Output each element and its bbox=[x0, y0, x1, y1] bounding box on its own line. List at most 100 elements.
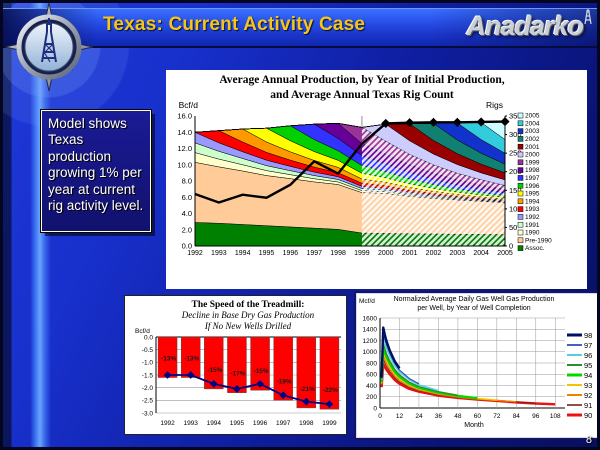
svg-text:Decline in Base Dry Gas Produc: Decline in Base Dry Gas Production bbox=[181, 310, 315, 320]
svg-text:93: 93 bbox=[584, 381, 592, 390]
svg-text:-15%: -15% bbox=[254, 368, 269, 375]
svg-text:48: 48 bbox=[454, 413, 462, 420]
svg-text:1997: 1997 bbox=[525, 175, 540, 182]
svg-text:Pre-1990: Pre-1990 bbox=[525, 237, 552, 244]
svg-text:1990: 1990 bbox=[525, 230, 540, 237]
svg-text:0: 0 bbox=[378, 413, 382, 420]
svg-text:0.0: 0.0 bbox=[182, 242, 192, 251]
svg-text:96: 96 bbox=[532, 413, 540, 420]
anadarko-derrick-icon bbox=[584, 9, 592, 25]
svg-text:-2.0: -2.0 bbox=[142, 385, 154, 392]
svg-text:1994: 1994 bbox=[207, 420, 222, 427]
slide-title: Texas: Current Activity Case bbox=[103, 14, 366, 35]
svg-text:If No New Wells Drilled: If No New Wells Drilled bbox=[204, 321, 292, 331]
svg-text:-17%: -17% bbox=[230, 371, 245, 378]
svg-text:12.0: 12.0 bbox=[177, 144, 192, 153]
production-vintage-chart: Average Annual Production, by Year of In… bbox=[177, 74, 552, 257]
svg-text:The Speed of the Treadmill:: The Speed of the Treadmill: bbox=[192, 300, 305, 310]
svg-text:-19%: -19% bbox=[277, 378, 292, 385]
svg-text:1996: 1996 bbox=[283, 250, 299, 257]
svg-text:1992: 1992 bbox=[525, 214, 540, 221]
svg-text:200: 200 bbox=[509, 167, 522, 176]
svg-text:150: 150 bbox=[509, 186, 522, 195]
svg-text:-2.5: -2.5 bbox=[142, 398, 154, 405]
svg-text:60: 60 bbox=[474, 413, 482, 420]
svg-text:1994: 1994 bbox=[525, 198, 540, 205]
svg-text:91: 91 bbox=[584, 401, 592, 410]
svg-text:1999: 1999 bbox=[322, 420, 337, 427]
svg-text:1995: 1995 bbox=[525, 191, 540, 198]
svg-text:98: 98 bbox=[584, 331, 592, 340]
treadmill-chart: The Speed of the Treadmill:Decline in Ba… bbox=[135, 300, 341, 427]
svg-text:0.0: 0.0 bbox=[144, 334, 153, 341]
svg-text:6.0: 6.0 bbox=[182, 193, 192, 202]
svg-text:2002: 2002 bbox=[525, 136, 540, 143]
svg-text:1999: 1999 bbox=[525, 159, 540, 166]
svg-text:Month: Month bbox=[464, 422, 484, 429]
svg-text:36: 36 bbox=[435, 413, 443, 420]
svg-text:1995: 1995 bbox=[259, 250, 275, 257]
svg-text:2005: 2005 bbox=[525, 113, 540, 120]
svg-text:1995: 1995 bbox=[230, 420, 245, 427]
svg-text:-21%: -21% bbox=[300, 386, 315, 393]
main-chart-panel: Average Annual Production, by Year of In… bbox=[166, 70, 587, 289]
svg-text:96: 96 bbox=[584, 351, 592, 360]
svg-text:Bcf/d: Bcf/d bbox=[179, 100, 199, 110]
svg-text:800: 800 bbox=[366, 360, 377, 367]
svg-text:1997: 1997 bbox=[306, 250, 322, 257]
svg-text:2003: 2003 bbox=[450, 250, 466, 257]
svg-text:-1.5: -1.5 bbox=[142, 372, 154, 379]
svg-text:50: 50 bbox=[509, 223, 517, 232]
svg-text:Mcf/d: Mcf/d bbox=[359, 298, 375, 305]
svg-text:2004: 2004 bbox=[473, 250, 489, 257]
svg-text:Bcf/d: Bcf/d bbox=[135, 328, 150, 335]
svg-text:2005: 2005 bbox=[497, 250, 513, 257]
svg-text:94: 94 bbox=[584, 371, 592, 380]
svg-text:-13%: -13% bbox=[184, 356, 199, 363]
svg-text:1000: 1000 bbox=[363, 349, 378, 356]
svg-text:92: 92 bbox=[584, 391, 592, 400]
svg-text:1996: 1996 bbox=[525, 183, 540, 190]
svg-text:1994: 1994 bbox=[235, 250, 251, 257]
svg-text:95: 95 bbox=[584, 361, 592, 370]
svg-text:2.0: 2.0 bbox=[182, 225, 192, 234]
svg-text:1996: 1996 bbox=[253, 420, 268, 427]
svg-text:1999: 1999 bbox=[354, 250, 370, 257]
header-bar bbox=[3, 8, 597, 48]
svg-text:-3.0: -3.0 bbox=[142, 410, 154, 417]
svg-text:-22%: -22% bbox=[323, 387, 338, 394]
svg-text:250: 250 bbox=[509, 149, 522, 158]
svg-text:10.0: 10.0 bbox=[177, 160, 192, 169]
svg-text:108: 108 bbox=[550, 413, 561, 420]
svg-text:1993: 1993 bbox=[183, 420, 198, 427]
svg-text:2003: 2003 bbox=[525, 128, 540, 135]
svg-text:2001: 2001 bbox=[525, 144, 540, 151]
svg-text:0: 0 bbox=[373, 405, 377, 412]
svg-text:1400: 1400 bbox=[363, 327, 378, 334]
svg-text:Assoc.: Assoc. bbox=[525, 245, 545, 252]
svg-text:300: 300 bbox=[509, 130, 522, 139]
svg-text:14.0: 14.0 bbox=[177, 128, 192, 137]
svg-text:-0.5: -0.5 bbox=[142, 347, 154, 354]
svg-text:and Average Annual Texas Rig C: and Average Annual Texas Rig Count bbox=[270, 89, 454, 101]
svg-text:-13%: -13% bbox=[161, 356, 176, 363]
svg-text:2000: 2000 bbox=[378, 250, 394, 257]
svg-text:1993: 1993 bbox=[211, 250, 227, 257]
svg-text:1992: 1992 bbox=[187, 250, 203, 257]
svg-text:-15%: -15% bbox=[207, 367, 222, 374]
svg-text:84: 84 bbox=[513, 413, 521, 420]
svg-text:2001: 2001 bbox=[402, 250, 418, 257]
svg-text:24: 24 bbox=[415, 413, 423, 420]
treadmill-chart-panel: The Speed of the Treadmill: Decline in Ba… bbox=[124, 295, 347, 435]
svg-text:Normalized Average Daily Gas W: Normalized Average Daily Gas Well Gas Pr… bbox=[394, 296, 555, 303]
svg-text:100: 100 bbox=[509, 204, 522, 213]
svg-text:2000: 2000 bbox=[525, 152, 540, 159]
svg-text:1200: 1200 bbox=[363, 338, 378, 345]
svg-text:1600: 1600 bbox=[363, 315, 378, 322]
svg-text:90: 90 bbox=[584, 411, 592, 420]
compass-derrick-logo bbox=[4, 3, 94, 92]
svg-text:1998: 1998 bbox=[525, 167, 540, 174]
svg-text:1997: 1997 bbox=[276, 420, 291, 427]
callout-textbox: Model shows Texas production growing 1% … bbox=[41, 110, 151, 232]
